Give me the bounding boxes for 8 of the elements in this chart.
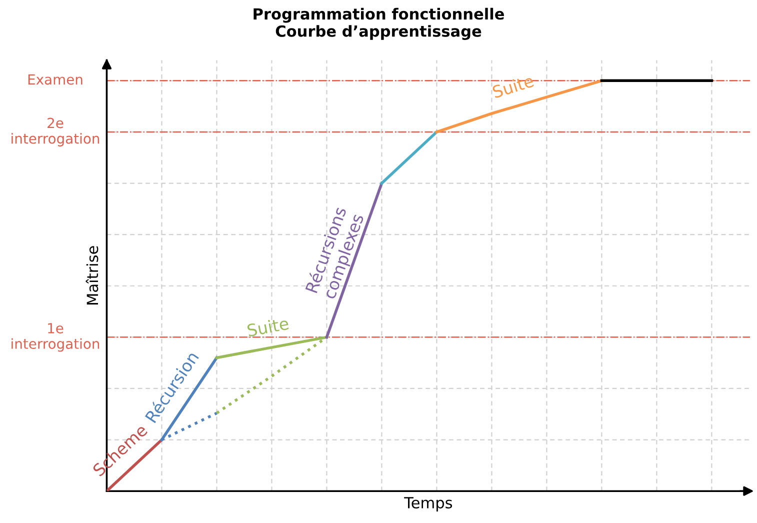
chart-title: Programmation fonctionnelle Courbe d’apprentissage — [254, 8, 504, 40]
text: Suite — [492, 74, 534, 98]
ref-line-label: 1e interrogation — [12, 323, 100, 352]
x-axis-title: Temps — [404, 497, 452, 512]
y-axis-title: Maîtrise — [86, 246, 98, 304]
ref-line-label: Examen — [28, 74, 82, 85]
ref-line-label: 2e interrogation — [12, 118, 100, 146]
text: Suite — [246, 316, 290, 337]
